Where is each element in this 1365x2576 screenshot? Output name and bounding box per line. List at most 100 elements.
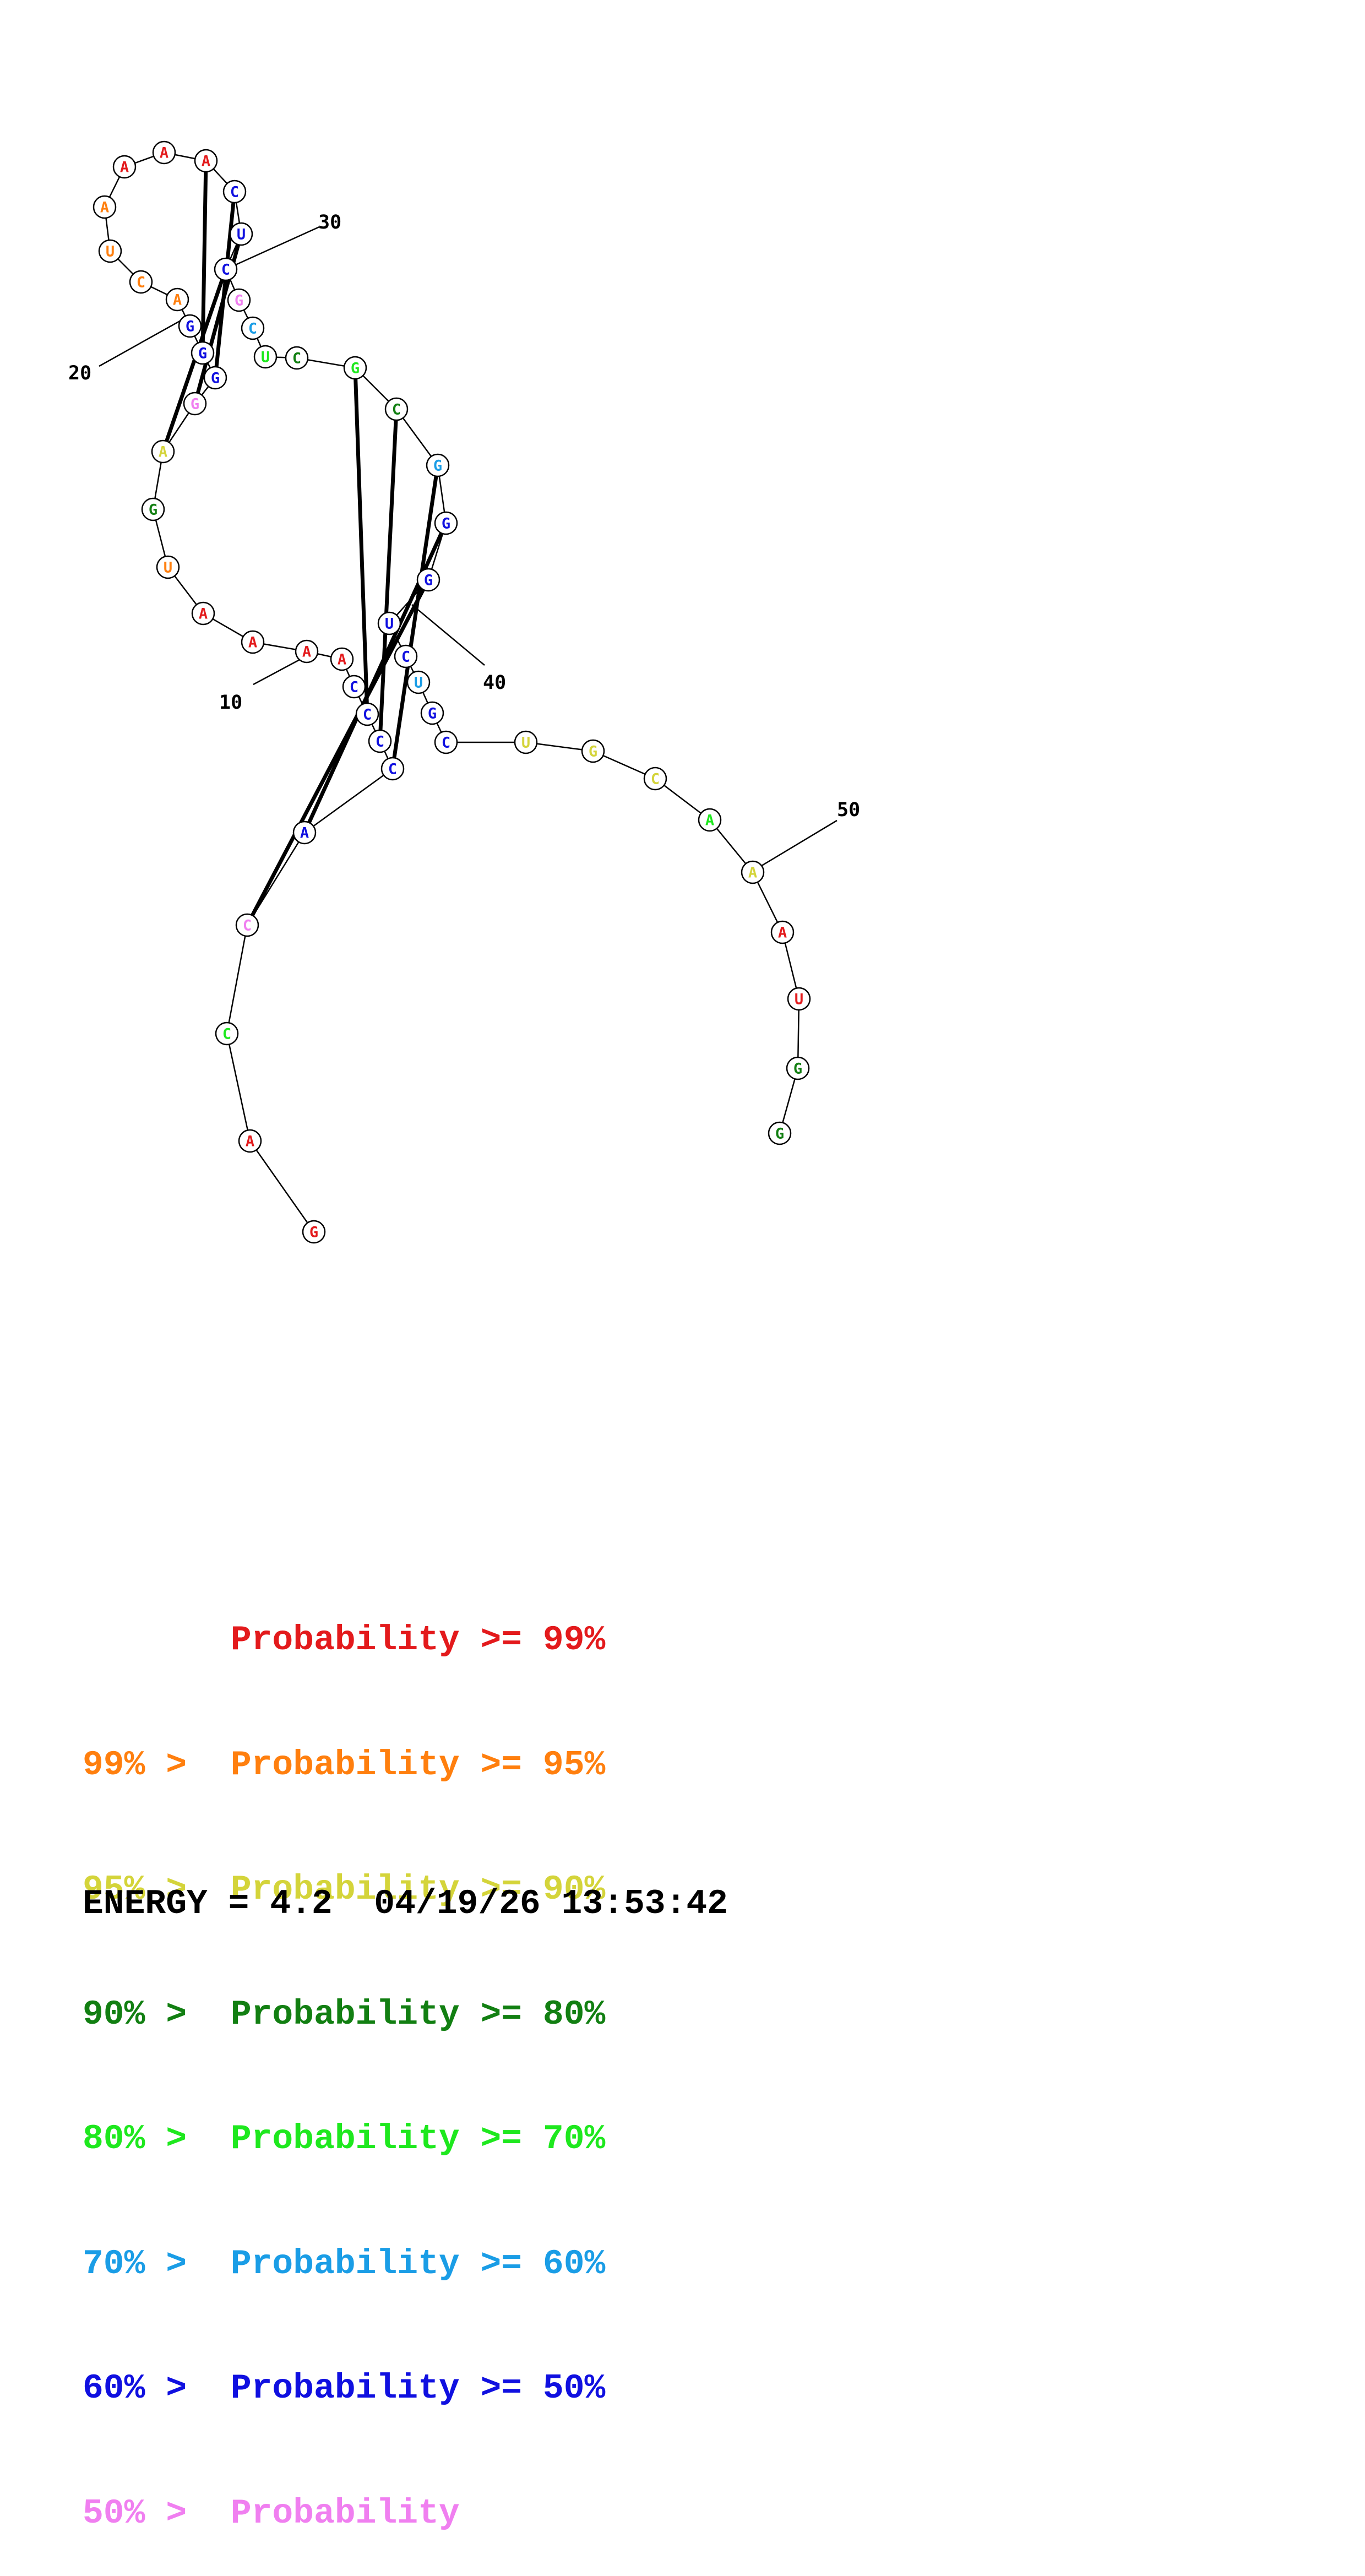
base-node: A — [191, 601, 215, 626]
base-node: G — [768, 1121, 792, 1145]
base-node: G — [420, 701, 444, 725]
base-circle — [129, 270, 153, 294]
base-node: C — [285, 346, 309, 370]
base-circle — [98, 239, 122, 263]
base-circle — [343, 356, 367, 380]
legend-prefix: 60% > — [83, 2369, 187, 2408]
base-pair-bond — [390, 465, 440, 769]
base-letter: U — [261, 349, 270, 366]
base-circle — [112, 155, 137, 179]
base-circle — [152, 140, 176, 165]
legend-suffix: >= 90% — [480, 1870, 606, 1909]
backbone-segment — [226, 925, 248, 1034]
legend-label: Probability — [230, 1870, 460, 1909]
base-node: U — [787, 987, 811, 1011]
base-circle — [229, 222, 253, 246]
backbone-segment — [226, 1033, 251, 1142]
base-circle — [191, 601, 215, 626]
base-circle — [384, 397, 409, 421]
legend-label: Probability — [230, 2369, 460, 2408]
base-circle — [342, 675, 366, 699]
base-node: A — [151, 439, 175, 464]
legend-prefix: 80% > — [83, 2120, 187, 2159]
base-letter: U — [164, 559, 172, 577]
base-circle — [222, 180, 247, 204]
base-letter: U — [385, 616, 394, 633]
probability-legend: Probability >= 99% 99% > Probability >= … — [83, 1536, 605, 2576]
base-node: U — [156, 555, 180, 579]
legend-prefix: 90% > — [83, 1995, 187, 2034]
base-node: G — [141, 497, 165, 521]
base-circle — [416, 568, 441, 592]
base-node: A — [152, 140, 176, 165]
legend-label: Probability — [230, 2120, 460, 2159]
base-node: G — [343, 356, 367, 380]
base-node: A — [295, 639, 319, 664]
base-node: G — [786, 1056, 810, 1080]
base-pair-bond — [378, 409, 399, 742]
base-circle — [330, 647, 354, 671]
base-letter: C — [292, 350, 301, 367]
base-node: A — [698, 808, 722, 832]
base-node: C — [355, 702, 379, 726]
base-node: C — [235, 913, 259, 937]
base-letter: C — [350, 679, 358, 696]
base-node: C — [241, 316, 265, 340]
base-circle — [770, 920, 795, 944]
base-letter: A — [338, 651, 346, 669]
base-letter: A — [202, 153, 210, 170]
base-circle — [227, 288, 251, 312]
base-letter: G — [793, 1061, 802, 1078]
base-letter: C — [222, 1026, 231, 1043]
base-node: G — [203, 366, 227, 390]
base-letter: G — [309, 1224, 318, 1241]
base-letter: U — [795, 991, 803, 1008]
base-letter: C — [221, 262, 230, 279]
base-circle — [302, 1220, 326, 1244]
legend-row: 70% > Probability >= 60% — [83, 2243, 605, 2285]
base-circle — [235, 913, 259, 937]
base-letter: C — [651, 771, 660, 788]
base-letter: U — [414, 675, 423, 692]
base-letter: G — [424, 572, 433, 589]
base-node: C — [394, 644, 418, 669]
legend-label: Probability — [230, 2493, 460, 2533]
base-letter: G — [351, 360, 360, 377]
legend-suffix: >= 60% — [480, 2244, 606, 2284]
base-circle — [151, 439, 175, 464]
legend-label: Probability — [230, 1995, 460, 2034]
base-letter: G — [149, 502, 157, 519]
base-node: U — [229, 222, 253, 246]
base-node: C — [215, 1021, 239, 1046]
position-label: 10 — [219, 692, 242, 714]
base-letter: A — [778, 925, 787, 942]
base-circle — [241, 630, 265, 654]
base-circle — [285, 346, 309, 370]
base-node: G — [581, 739, 605, 763]
base-letter: A — [748, 865, 757, 882]
base-node: C — [643, 767, 667, 791]
legend-row: 95% > Probability >= 90% — [83, 1869, 605, 1911]
position-label: 40 — [483, 672, 506, 694]
base-circle — [741, 860, 765, 884]
base-pair-bond — [245, 579, 431, 926]
base-node: A — [238, 1129, 262, 1153]
position-label: 20 — [68, 362, 91, 384]
legend-prefix: 70% > — [83, 2244, 187, 2284]
position-tick — [754, 819, 838, 871]
base-node: A — [770, 920, 795, 944]
legend-row: 99% > Probability >= 95% — [83, 1744, 605, 1786]
base-letter: A — [705, 812, 714, 829]
legend-label: Probability — [230, 1621, 460, 1660]
base-circle — [377, 611, 401, 635]
base-letter: U — [237, 226, 246, 243]
base-letter: C — [243, 917, 252, 934]
legend-row: 50% > Probability — [83, 2493, 605, 2535]
base-node: A — [194, 149, 218, 173]
base-pair-bond — [213, 191, 237, 378]
base-circle — [380, 757, 405, 781]
base-circle — [406, 670, 431, 694]
base-node: U — [98, 239, 122, 263]
base-letter: G — [211, 370, 220, 387]
